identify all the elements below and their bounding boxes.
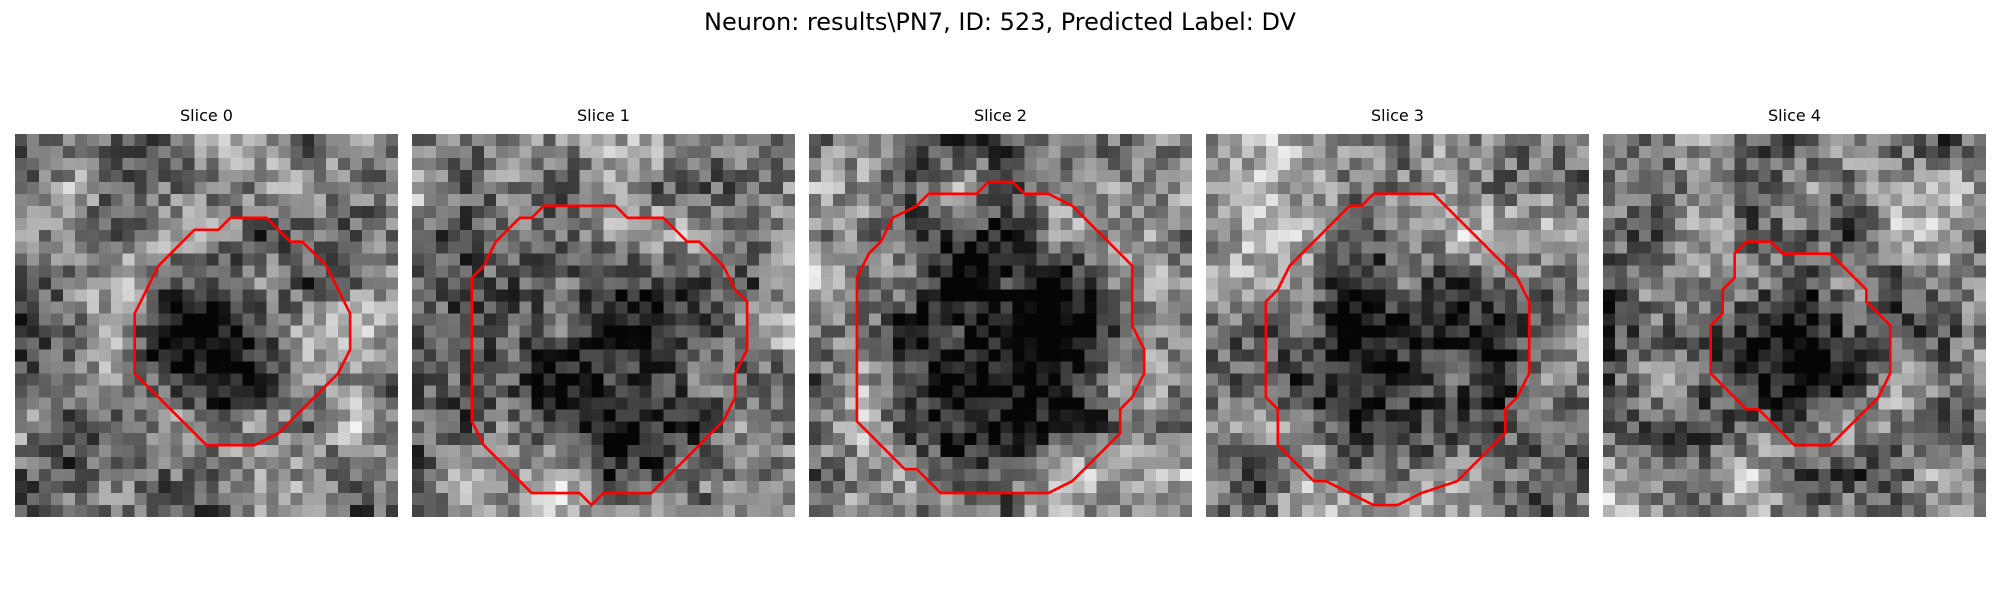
- slice-image-2: [809, 134, 1192, 517]
- slice-image-1: [412, 134, 795, 517]
- slice-image-0: [15, 134, 398, 517]
- roi-contour: [857, 182, 1144, 493]
- slice-image-3: [1206, 134, 1589, 517]
- slice-title: Slice 3: [1371, 106, 1424, 125]
- roi-contour: [472, 206, 747, 505]
- slice-title: Slice 2: [974, 106, 1027, 125]
- slice-image-4: [1603, 134, 1986, 517]
- roi-contour: [135, 218, 350, 445]
- roi-contour: [1711, 242, 1891, 445]
- slice-title: Slice 1: [577, 106, 630, 125]
- figure-title: Neuron: results\PN7, ID: 523, Predicted …: [704, 8, 1296, 36]
- slice-title: Slice 4: [1768, 106, 1821, 125]
- slice-title: Slice 0: [180, 106, 233, 125]
- roi-contour: [1266, 194, 1529, 505]
